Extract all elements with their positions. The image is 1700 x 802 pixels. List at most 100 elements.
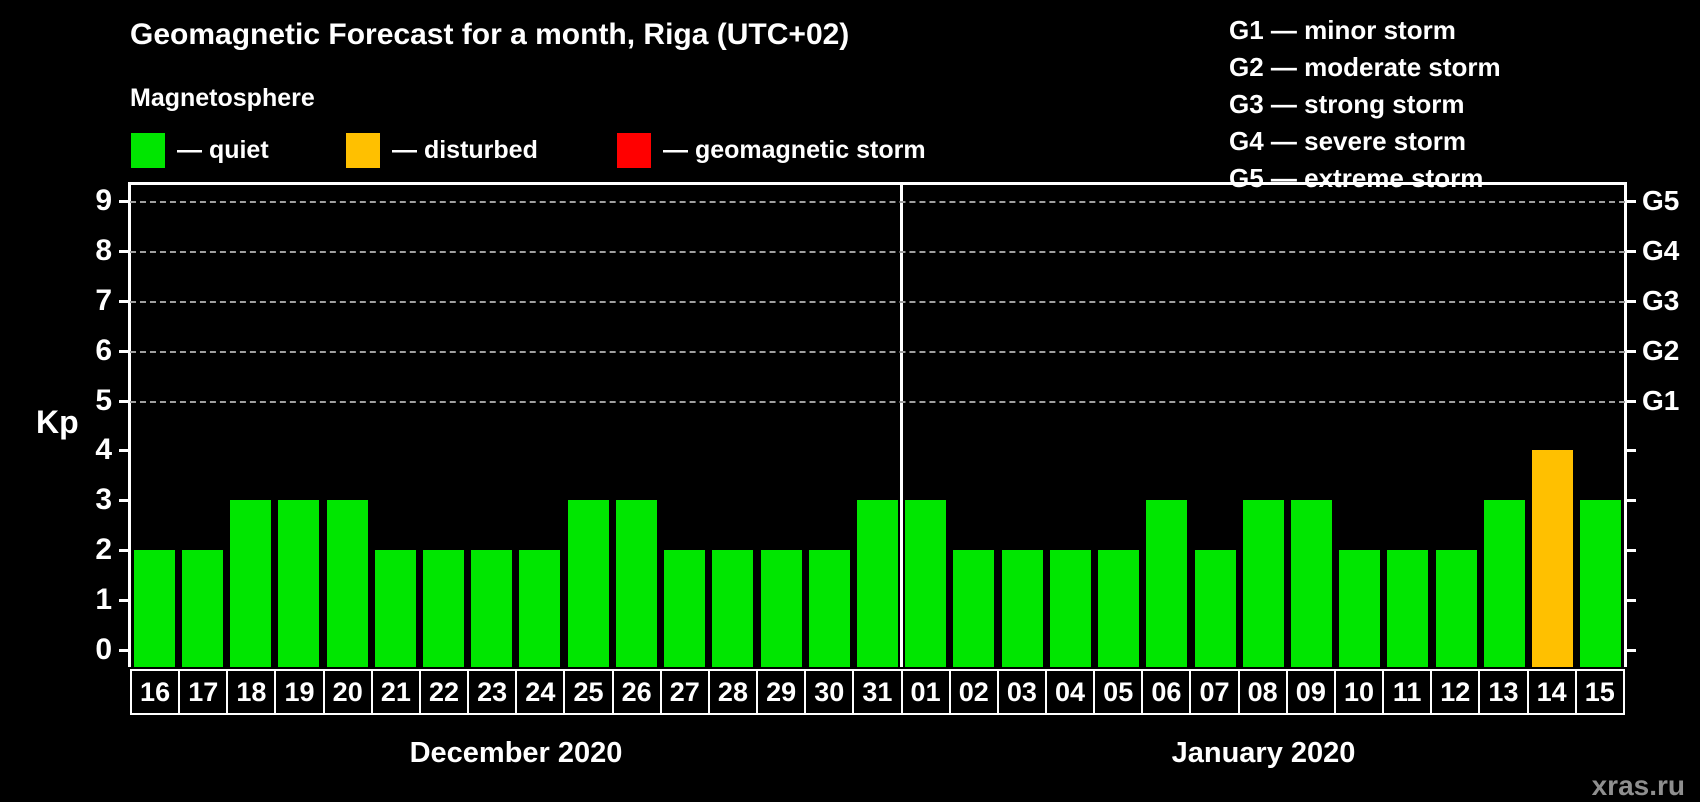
y-tick-left-7	[119, 299, 128, 303]
kp-bar-day-31	[856, 500, 898, 667]
plot-area	[119, 182, 1636, 667]
y-tick-label-0: 0	[95, 633, 112, 666]
day-label-cell: 22	[418, 669, 470, 715]
kp-bar-day-25	[567, 500, 609, 667]
kp-bar-day-08	[1242, 500, 1284, 667]
y-tick-label-9: 9	[95, 183, 112, 217]
kp-bar-day-02	[953, 550, 995, 667]
day-label-cell: 13	[1478, 669, 1529, 715]
kp-bar-day-04	[1049, 550, 1091, 667]
y-tick-right-2	[1627, 549, 1636, 553]
y-axis-line	[128, 182, 131, 667]
day-label-cell: 16	[130, 669, 181, 715]
day-label-cell: 03	[996, 669, 1047, 715]
y-tick-label-8: 8	[95, 233, 112, 267]
day-label-cell: 08	[1237, 669, 1288, 715]
y-tick-left-5	[119, 399, 128, 403]
y-tick-right-3	[1627, 499, 1636, 503]
month-label-january: January 2020	[1171, 737, 1356, 769]
kp-bar-day-09	[1291, 500, 1333, 667]
right-axis-label-G3: G3	[1642, 284, 1680, 316]
y-tick-left-4	[119, 449, 128, 453]
kp-bar-day-27	[664, 550, 706, 667]
kp-bar-day-22	[422, 550, 464, 667]
y-tick-left-1	[119, 599, 128, 603]
y-tick-label-4: 4	[95, 433, 112, 467]
day-label-cell: 07	[1189, 669, 1240, 715]
month-separator-line	[900, 182, 904, 667]
kp-bar-day-18	[230, 500, 272, 667]
kp-bar-day-15	[1580, 500, 1622, 667]
g3-legend-line: G3 — strong storm	[1229, 89, 1465, 119]
day-label-cell: 31	[852, 669, 903, 715]
y-tick-left-6	[119, 349, 128, 353]
day-label-cell: 12	[1430, 669, 1481, 715]
y-tick-label-3: 3	[95, 483, 112, 517]
quiet-color-swatch	[131, 133, 165, 168]
day-label-cell: 29	[756, 669, 807, 715]
day-label-cell: 01	[900, 669, 951, 715]
day-label-cell: 02	[948, 669, 999, 715]
y-tick-left-2	[119, 549, 128, 553]
kp-bar-day-23	[471, 550, 513, 667]
kp-bar-day-12	[1435, 550, 1477, 667]
right-axis-line	[1624, 182, 1627, 667]
day-label-cell: 18	[226, 669, 277, 715]
month-label-december: December 2020	[409, 737, 623, 769]
y-tick-right-5	[1627, 399, 1636, 403]
g2-legend-line: G2 — moderate storm	[1229, 52, 1501, 82]
gridline-kp7	[130, 300, 1625, 303]
kp-bar-day-10	[1339, 550, 1381, 667]
g1-legend-line: G1 — minor storm	[1229, 15, 1456, 45]
y-tick-label-6: 6	[95, 333, 112, 367]
kp-bar-day-20	[326, 500, 368, 667]
gridline-kp9	[130, 200, 1625, 203]
y-tick-right-9	[1627, 199, 1636, 203]
storm-color-swatch	[617, 133, 651, 168]
day-label-cell: 26	[611, 669, 662, 715]
kp-bar-day-11	[1387, 550, 1429, 667]
gridline-kp6	[130, 350, 1625, 353]
y-tick-right-4	[1627, 449, 1636, 453]
g-scale-legend: G1 — minor storm G2 — moderate storm G3 …	[1229, 12, 1501, 197]
day-label-cell: 06	[1141, 669, 1192, 715]
legend-label-quiet: — quiet	[177, 136, 269, 164]
y-tick-right-6	[1627, 349, 1636, 353]
day-label-cell: 15	[1574, 669, 1625, 715]
y-tick-label-7: 7	[95, 283, 112, 317]
kp-bar-day-26	[615, 500, 657, 667]
kp-bar-day-21	[374, 550, 416, 667]
legend-item-disturbed: — disturbed	[346, 133, 538, 168]
day-label-cell: 28	[707, 669, 759, 715]
legend-label-disturbed: — disturbed	[392, 136, 538, 164]
g4-legend-line: G4 — severe storm	[1229, 126, 1467, 156]
kp-bar-day-13	[1483, 500, 1525, 667]
magnetosphere-label: Magnetosphere	[130, 84, 315, 112]
day-label-cell: 25	[563, 669, 614, 715]
kp-bar-day-01	[905, 500, 947, 667]
chart-title: Geomagnetic Forecast for a month, Riga (…	[130, 18, 850, 51]
disturbed-color-swatch	[346, 133, 380, 168]
kp-bar-day-30	[808, 550, 850, 667]
day-label-cell: 20	[322, 669, 373, 715]
day-axis-row: 16 17 18 19 20 21 22 23 24 25 26 27 28 29 30 31 01 02 03 04…	[130, 669, 1625, 715]
right-axis-label-G2: G2	[1642, 334, 1680, 366]
kp-bar-day-19	[278, 500, 320, 667]
gridline-kp8	[130, 250, 1625, 253]
plot-top-border	[128, 182, 1627, 185]
day-label-cell: 17	[178, 669, 229, 715]
legend-item-quiet: — quiet	[131, 133, 269, 168]
y-tick-left-9	[119, 199, 128, 203]
right-axis-label-G4: G4	[1642, 234, 1680, 266]
y-tick-label-5: 5	[95, 383, 112, 417]
day-label-cell: 11	[1382, 669, 1433, 715]
y-tick-left-0	[119, 649, 128, 652]
day-label-cell: 19	[274, 669, 325, 715]
y-tick-left-8	[119, 249, 128, 253]
kp-bar-day-06	[1146, 500, 1188, 667]
kp-bar-day-16	[133, 550, 175, 667]
day-label-cell: 21	[370, 669, 421, 715]
day-label-cell: 27	[659, 669, 710, 715]
kp-bar-day-29	[760, 550, 802, 667]
day-label-cell: 09	[1285, 669, 1336, 715]
